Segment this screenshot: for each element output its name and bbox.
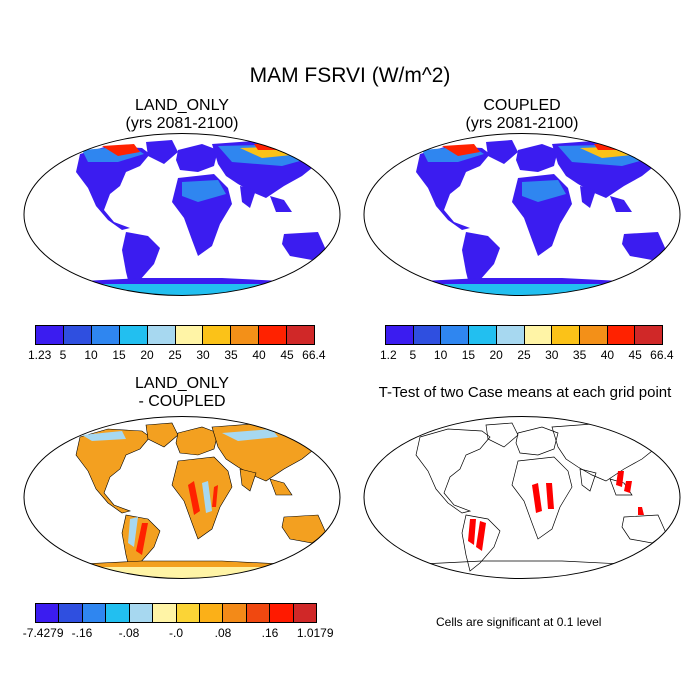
colorbar-swatch [441, 326, 470, 344]
colorbar-swatch [469, 326, 497, 344]
colorbar-swatch [259, 326, 288, 344]
land-outline [401, 422, 667, 579]
main-title: MAM FSRVI (W/m^2) [249, 64, 451, 87]
map-coupled [363, 133, 681, 296]
colorbar-swatch [153, 604, 177, 622]
colorbar-swatch [147, 326, 176, 344]
colorbar-swatch [91, 326, 120, 344]
colorbar-swatch [63, 326, 92, 344]
colorbar-swatch [176, 604, 200, 622]
colorbar-tick-label: 66.4 [650, 348, 674, 362]
colorbar-tick-label: 25 [517, 348, 531, 362]
colorbar-tick-label: 5 [59, 348, 67, 362]
colorbar-coupled-labels: 1.2 5 10 15 20 25 30 35 40 45 66.4 [380, 348, 674, 364]
panel-title-land-only: LAND_ONLY (yrs 2081-2100) [125, 97, 239, 132]
colorbar-swatch [36, 604, 60, 622]
map-land-only [23, 133, 341, 296]
colorbar-tick-label: .16 [261, 626, 279, 640]
colorbar-swatch [607, 326, 636, 344]
colorbar-tick-label: 1.0179 [296, 626, 334, 640]
colorbar-tick-label: 40 [600, 348, 615, 362]
colorbar-swatch [496, 326, 525, 344]
colorbar-swatch [552, 326, 580, 344]
colorbar-swatch [524, 326, 553, 344]
colorbar-swatch [129, 604, 154, 622]
colorbar-tick-label: 45 [280, 348, 294, 362]
colorbar-land-only-labels: 1.23 5 10 15 20 25 30 35 40 45 66.4 [28, 348, 326, 364]
colorbar-swatch [293, 604, 317, 622]
significance-note: Cells are significant at 0.1 level [436, 615, 602, 629]
colorbar-swatch [635, 326, 663, 344]
colorbar-tick-label: .08 [214, 626, 232, 640]
colorbar-tick-label: 30 [196, 348, 210, 362]
map-ttest [363, 416, 681, 579]
colorbar-swatch [36, 326, 64, 344]
significant-region [476, 521, 486, 551]
colorbar-swatch [246, 604, 271, 622]
colorbar-swatch [175, 326, 204, 344]
colorbar-swatch [199, 604, 224, 622]
colorbar-tick-label: 10 [433, 348, 448, 362]
colorbar-tick-label: 35 [572, 348, 587, 362]
colorbar-tick-label: -.16 [71, 626, 93, 640]
colorbar-tick-label: 20 [489, 348, 503, 362]
colorbar-swatch [119, 326, 148, 344]
colorbar-tick-label: 40 [252, 348, 266, 362]
colorbar-land-only [35, 325, 315, 345]
significant-region [532, 483, 542, 513]
colorbar-swatch [82, 604, 107, 622]
colorbar-tick-label: 10 [84, 348, 98, 362]
significant-region [624, 481, 632, 493]
panel-title-coupled: COUPLED (yrs 2081-2100) [465, 97, 579, 132]
panel-title-ttest: T-Test of two Case means at each grid po… [378, 384, 672, 401]
colorbar-tick-label: 15 [112, 348, 126, 362]
colorbar-swatch [386, 326, 414, 344]
significant-region [546, 483, 554, 509]
colorbar-tick-label: 25 [168, 348, 182, 362]
significant-region [468, 519, 476, 545]
colorbar-swatch [287, 326, 315, 344]
map-difference [23, 416, 341, 579]
colorbar-swatch [579, 326, 608, 344]
colorbar-tick-label: 1.23 [27, 348, 52, 362]
colorbar-tick-label: 35 [224, 348, 238, 362]
colorbar-swatch [413, 326, 442, 344]
colorbar-tick-label: 30 [545, 348, 559, 362]
colorbar-swatch [106, 604, 130, 622]
colorbar-swatch [203, 326, 232, 344]
colorbar-swatch [231, 326, 260, 344]
colorbar-swatch [223, 604, 247, 622]
significant-region [638, 507, 644, 515]
panel-title-difference: LAND_ONLY - COUPLED [135, 375, 229, 410]
colorbar-tick-label: -.0 [168, 626, 184, 640]
colorbar-tick-label: 66.4 [302, 348, 326, 362]
colorbar-coupled [385, 325, 663, 345]
colorbar-difference-labels: -7.4279 -.16 -.08 -.0 .08 .16 1.0179 [23, 626, 334, 642]
significant-region [616, 471, 624, 487]
colorbar-tick-label: -7.4279 [22, 626, 64, 640]
colorbar-tick-label: -.08 [118, 626, 140, 640]
colorbar-swatch [270, 604, 294, 622]
colorbar-tick-label: 45 [628, 348, 642, 362]
colorbar-swatch [59, 604, 83, 622]
colorbar-difference [35, 603, 317, 623]
colorbar-tick-label: 5 [409, 348, 417, 362]
colorbar-tick-label: 15 [461, 348, 476, 362]
colorbar-tick-label: 1.2 [379, 348, 397, 362]
colorbar-tick-label: 20 [140, 348, 154, 362]
